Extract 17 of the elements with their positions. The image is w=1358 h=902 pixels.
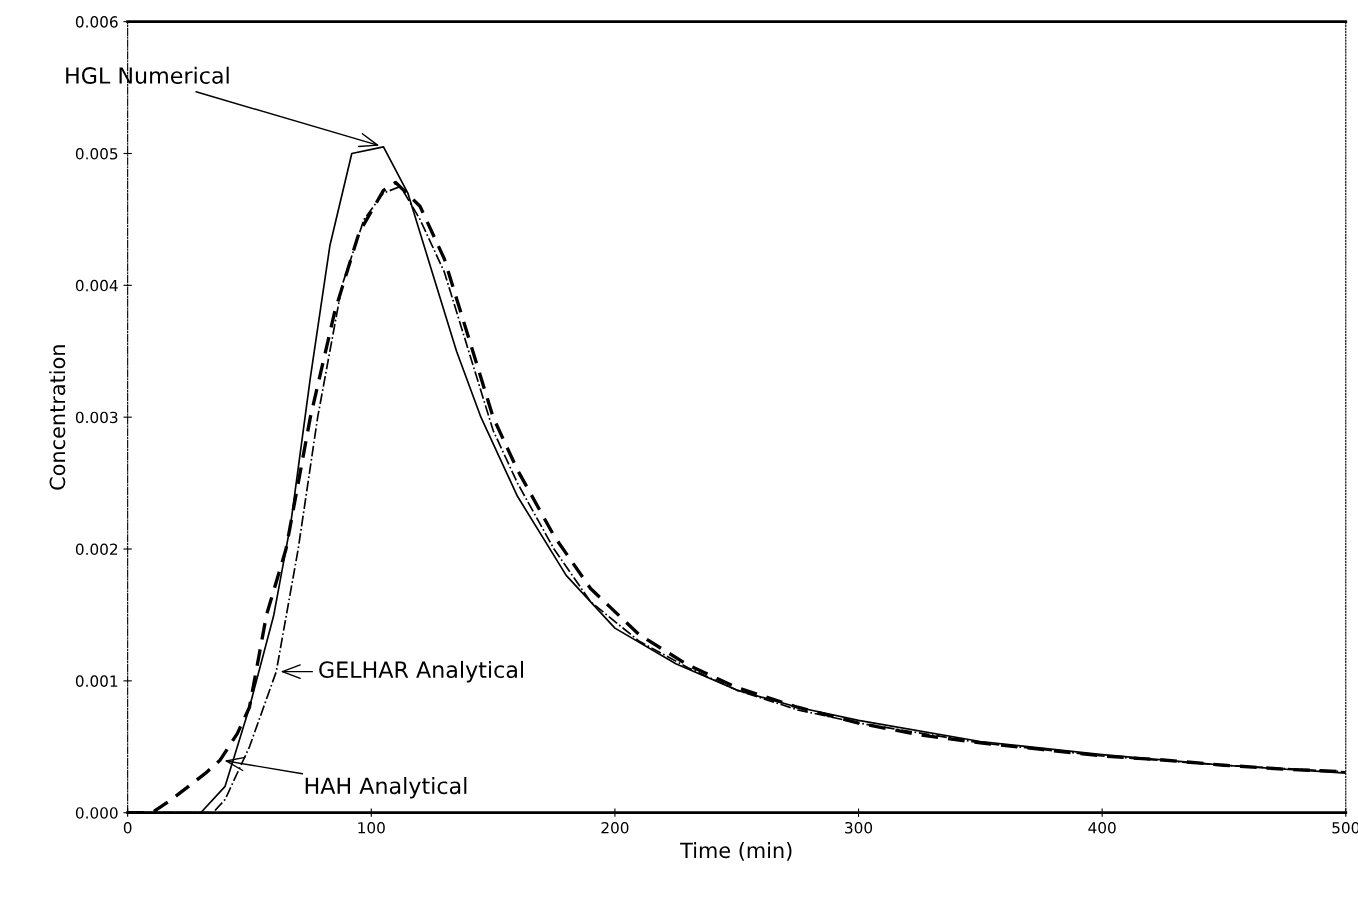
x-tick-label: 400 (1088, 822, 1116, 834)
annotation: HGL Numerical (66, 66, 229, 84)
y-tick-label: 0.006 (75, 16, 118, 28)
x-tick-label: 100 (358, 822, 385, 834)
y-tick-label: 0.002 (75, 543, 118, 556)
y-axis-title: Concentration (49, 345, 66, 490)
y-tick-label: 0.000 (75, 807, 118, 819)
annotation: HAH Analytical (305, 776, 467, 799)
y-tick-label: 0.001 (75, 675, 118, 687)
x-tick-label: 200 (601, 822, 629, 834)
y-tick-label: 0.005 (75, 147, 118, 160)
x-tick-label: 0 (123, 822, 132, 834)
x-axis-title: Time (min) (680, 842, 792, 861)
y-tick-label: 0.004 (75, 279, 118, 292)
y-tick-label: 0.003 (75, 411, 118, 424)
x-tick-label: 300 (845, 822, 873, 834)
annotation: GELHAR Analytical (319, 660, 524, 683)
